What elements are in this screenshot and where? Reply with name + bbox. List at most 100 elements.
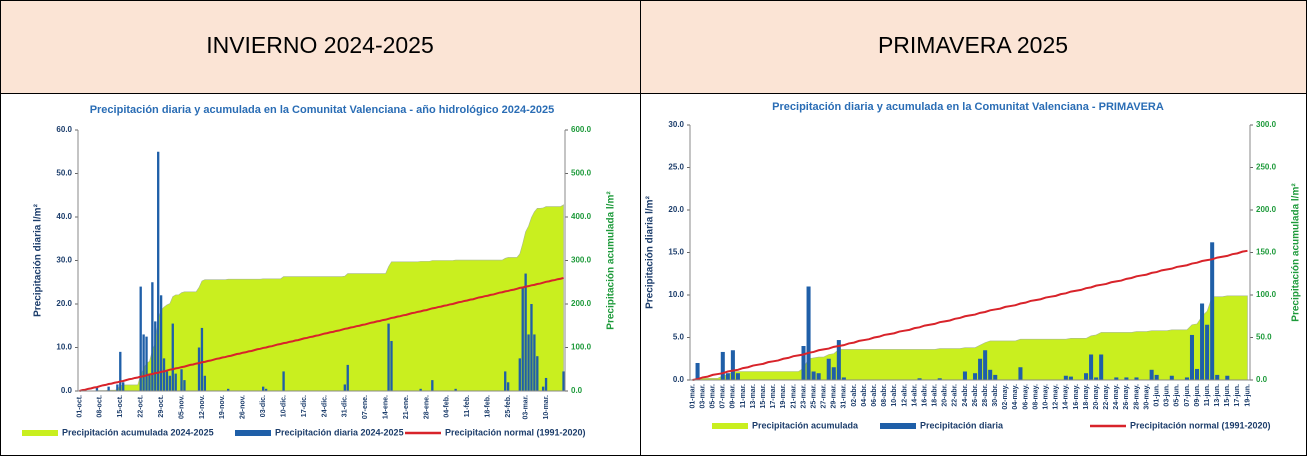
x-tick-label: 06-may. — [1022, 384, 1029, 410]
chart-title: Precipitación diaria y acumulada en la C… — [772, 101, 1164, 113]
x-tick-label: 17-dic. — [301, 395, 308, 417]
y2-tick-label: 100.0 — [1256, 290, 1277, 299]
x-tick-label: 07-jun. — [1184, 384, 1191, 407]
x-tick-label: 09-jun. — [1194, 384, 1201, 407]
y2-tick-label: 100.0 — [571, 343, 592, 352]
x-tick-label: 12-abr. — [901, 384, 908, 407]
y2-tick-label: 50.0 — [1256, 333, 1272, 342]
daily-bar — [841, 377, 846, 380]
daily-bar — [346, 364, 349, 391]
header-cell: PRIMAVERA 2025 — [878, 32, 1068, 58]
daily-bar — [148, 373, 151, 391]
x-tick-label: 04-abr. — [861, 384, 868, 407]
x-tick-label: 20-may. — [1093, 384, 1100, 410]
daily-bar — [1089, 354, 1094, 380]
x-tick-label: 10-mar. — [543, 395, 550, 420]
daily-bar — [518, 358, 521, 391]
x-tick-label: 08-oct. — [97, 395, 104, 418]
daily-bar — [504, 371, 507, 391]
daily-bar — [725, 373, 730, 380]
legend-label: Precipitación acumulada 2024-2025 — [62, 427, 214, 437]
x-tick-label: 04-feb. — [444, 395, 451, 418]
daily-bar — [151, 282, 154, 391]
daily-bar — [937, 378, 942, 380]
x-tick-label: 29-mar. — [831, 384, 838, 409]
x-tick-label: 03-dic. — [260, 395, 267, 417]
daily-bar — [431, 380, 434, 391]
daily-bar — [122, 382, 125, 391]
x-tick-label: 14-ene. — [382, 395, 389, 419]
x-tick-label: 06-abr. — [871, 384, 878, 407]
y2-tick-label: 400.0 — [571, 212, 592, 221]
daily-bar — [165, 371, 169, 391]
x-tick-label: 15-mar. — [760, 384, 767, 409]
x-tick-label: 05-mar. — [710, 384, 717, 409]
y2-tick-label: 200.0 — [571, 299, 592, 308]
y2-tick-label: 300.0 — [1256, 120, 1277, 129]
y2-axis-label: Precipitación acumulada l/m² — [606, 191, 617, 330]
daily-bar — [454, 388, 457, 391]
daily-bar — [720, 351, 725, 380]
x-tick-label: 28-ene. — [423, 395, 430, 419]
x-tick-label: 10-dic. — [280, 395, 287, 417]
daily-bar — [826, 358, 831, 380]
y-tick-label: 50.0 — [56, 169, 72, 178]
legend-swatch — [880, 423, 916, 429]
legend-swatch — [712, 423, 748, 429]
legend-label: Precipitación diaria 2024-2025 — [275, 427, 404, 437]
x-tick-label: 25-feb. — [505, 395, 512, 418]
x-tick-label: 31-mar. — [841, 384, 848, 409]
y-tick-label: 60.0 — [56, 125, 72, 134]
x-tick-label: 16-may. — [1073, 384, 1080, 410]
x-tick-label: 18-abr. — [932, 384, 939, 407]
daily-bar — [180, 369, 183, 391]
y-tick-label: 0.0 — [673, 375, 685, 384]
daily-bar — [1200, 303, 1205, 380]
daily-bar — [171, 323, 174, 391]
daily-bar — [174, 373, 177, 391]
x-tick-label: 03-mar. — [522, 395, 529, 420]
y2-tick-label: 600.0 — [571, 125, 592, 134]
x-tick-label: 20-abr. — [942, 384, 949, 407]
x-tick-label: 07-mar. — [720, 384, 727, 409]
daily-bar — [533, 334, 536, 391]
x-tick-label: 13-mar. — [750, 384, 757, 409]
daily-bar — [1195, 368, 1200, 380]
normal-line — [79, 276, 564, 392]
daily-bar — [264, 388, 268, 391]
x-tick-label: 13-jun. — [1214, 384, 1221, 407]
daily-bar — [119, 351, 122, 391]
daily-bar — [544, 377, 548, 391]
daily-bar — [527, 334, 530, 391]
legend-swatch — [235, 430, 271, 436]
x-tick-label: 05-jun. — [1174, 384, 1181, 407]
legend-swatch — [22, 430, 58, 436]
daily-bar — [1149, 369, 1154, 380]
daily-bar — [1184, 377, 1189, 380]
chart-title: Precipitación diaria y acumulada en la C… — [90, 104, 555, 116]
daily-bar — [107, 386, 110, 391]
x-tick-label: 10-abr. — [891, 384, 898, 407]
daily-bar — [1084, 373, 1089, 380]
x-tick-label: 03-jun. — [1164, 384, 1171, 407]
x-tick-label: 17-mar. — [770, 384, 777, 409]
daily-bar — [200, 327, 204, 391]
daily-bar — [159, 295, 163, 391]
accumulated-area — [692, 295, 1248, 381]
daily-bar — [695, 363, 700, 380]
daily-bar — [562, 371, 565, 391]
daily-bar — [197, 347, 201, 391]
daily-bar — [262, 386, 265, 391]
daily-bar — [139, 286, 142, 391]
daily-bar — [95, 387, 99, 391]
y2-tick-label: 150.0 — [1256, 248, 1277, 257]
x-tick-label: 30-abr. — [992, 384, 999, 407]
y-tick-label: 20.0 — [668, 205, 684, 214]
x-tick-label: 18-feb. — [485, 395, 492, 418]
y2-tick-label: 250.0 — [1256, 163, 1277, 172]
daily-bar — [524, 273, 527, 391]
daily-bar — [1225, 375, 1230, 380]
daily-bar — [917, 378, 922, 380]
